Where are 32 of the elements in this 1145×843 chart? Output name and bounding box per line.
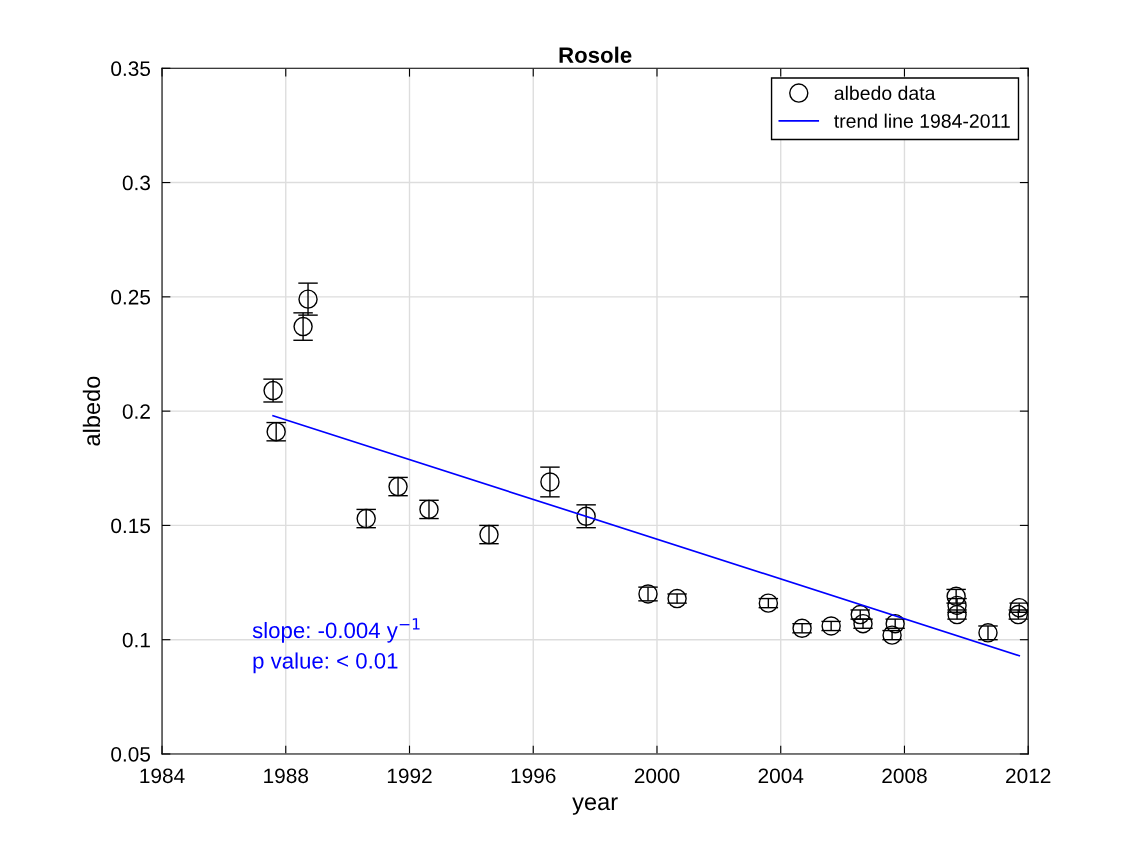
y-tick-label: 0.3 (122, 175, 150, 191)
y-axis-title: albedo (82, 376, 101, 446)
x-tick-label: 2012 (1006, 768, 1051, 784)
point (850, 604, 870, 625)
y-tick-label: 0.15 (111, 518, 151, 534)
legend-label: albedo data (834, 85, 936, 101)
y-tick-label: 0.05 (111, 746, 151, 762)
y-tick-label: 0.35 (111, 61, 151, 77)
x-tick-label: 1996 (511, 768, 556, 784)
point (1009, 597, 1029, 618)
point (540, 472, 560, 492)
point (1008, 604, 1029, 625)
point (667, 588, 687, 609)
point (885, 613, 905, 634)
x-tick-label: 2000 (634, 768, 680, 784)
x-tick-label: 1984 (140, 768, 185, 784)
point (298, 289, 318, 309)
x-tick-label: 1988 (264, 768, 309, 784)
annotation: slope: -0.004 y$^{−1}$ (252, 618, 420, 643)
legend-label: trend line 1984-2011 (834, 113, 1010, 128)
y-tick-label: 0.2 (122, 404, 150, 419)
annotation: p value: < 0.01 (253, 652, 398, 674)
x-axis-title: year (572, 797, 618, 815)
x-tick-label: 2008 (882, 768, 927, 784)
point (853, 613, 873, 634)
point (792, 618, 812, 638)
y-tick-label: 0.1 (122, 632, 150, 648)
x-tick-label: 1992 (387, 768, 432, 784)
y-tick-label: 0.25 (111, 289, 151, 305)
point (947, 604, 967, 625)
x-tick-label: 2004 (758, 768, 804, 784)
chart-title: Rosole (559, 46, 632, 63)
